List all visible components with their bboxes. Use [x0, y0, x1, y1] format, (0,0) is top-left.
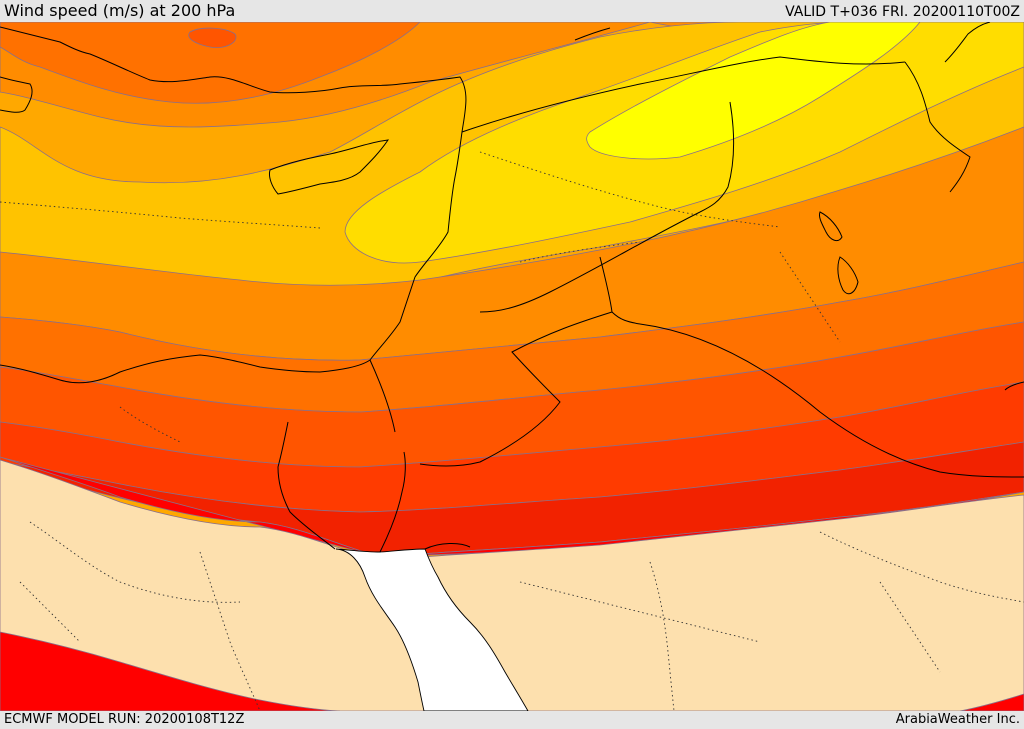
admin-boundaries	[0, 151, 1024, 711]
map-title: Wind speed (m/s) at 200 hPa	[4, 1, 236, 20]
model-run: ECMWF MODEL RUN: 20200108T12Z	[4, 712, 245, 727]
coastlines	[0, 22, 1024, 553]
borders	[369, 56, 1024, 478]
wind-speed-map[interactable]	[0, 22, 1024, 711]
band-red-sw	[0, 631, 341, 711]
credit: ArabiaWeather Inc.	[895, 712, 1020, 727]
header-bar: Wind speed (m/s) at 200 hPa VALID T+036 …	[0, 0, 1024, 22]
valid-time: VALID T+036 FRI. 20200110T00Z	[785, 4, 1020, 20]
footer-bar: ECMWF MODEL RUN: 20200108T12Z ArabiaWeat…	[0, 711, 1024, 729]
red-sea	[335, 548, 529, 711]
band-top-dark-blob	[188, 27, 237, 49]
band-top-dark	[0, 22, 421, 104]
band-calm-south	[0, 459, 1024, 711]
band-bright-yellow	[586, 22, 921, 160]
